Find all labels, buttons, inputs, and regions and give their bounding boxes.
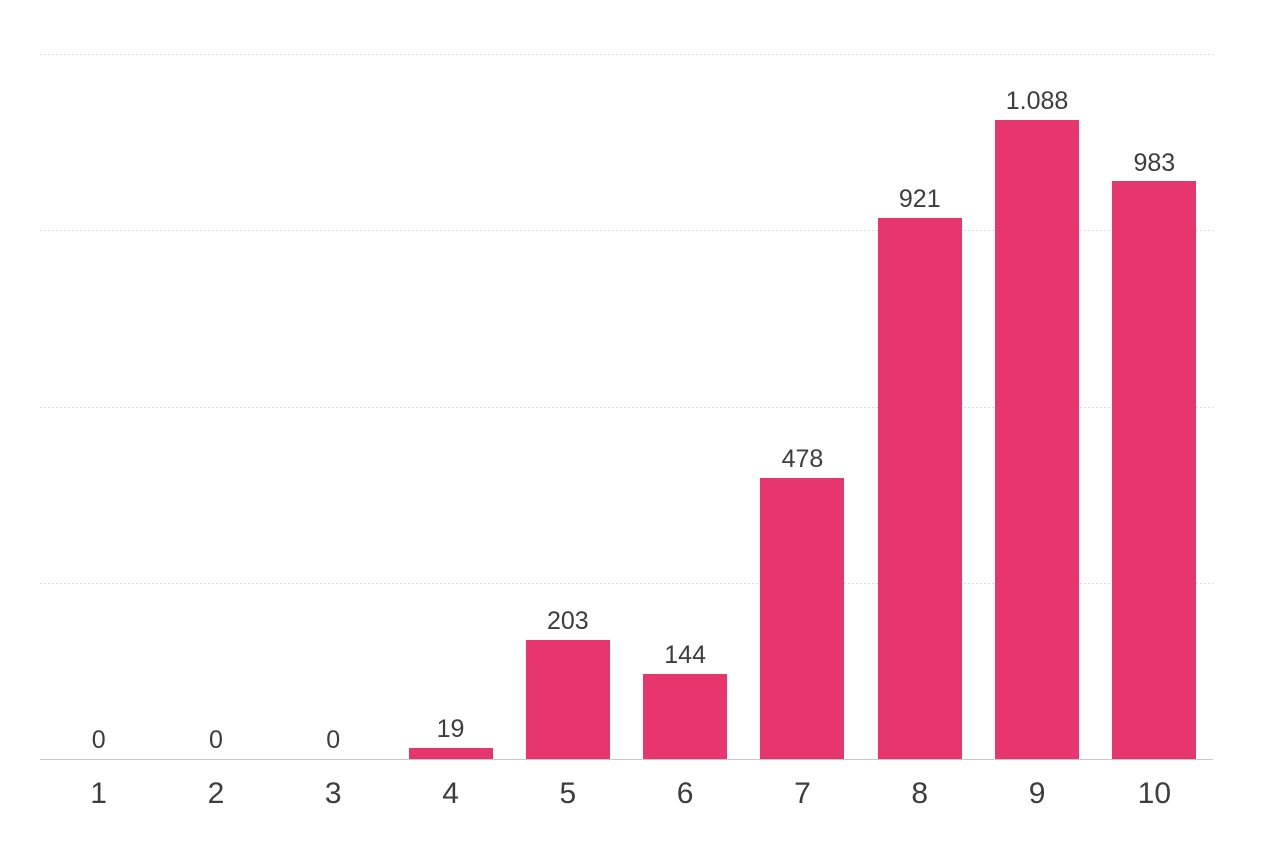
- gridline: [40, 582, 1213, 584]
- x-tick-label-10: 10: [1137, 777, 1172, 810]
- bar-value-label: 983: [1133, 148, 1176, 177]
- gridline: [40, 54, 1213, 55]
- bar-8: [877, 217, 962, 759]
- x-tick-label-5: 5: [559, 777, 577, 810]
- bar-value-label: 0: [91, 726, 106, 754]
- bar-value-label: 1.088: [1005, 86, 1069, 115]
- bar-6: [643, 674, 728, 759]
- bar-value-label: 478: [781, 445, 824, 474]
- bar-value-label: 19: [436, 714, 465, 743]
- bar-value-label: 0: [326, 726, 341, 754]
- bar-5: [525, 639, 610, 759]
- bar-10: [1112, 181, 1197, 759]
- gridline: [40, 406, 1213, 408]
- x-tick-label-6: 6: [676, 777, 694, 810]
- x-tick-label-8: 8: [911, 777, 929, 810]
- bar-value-label: 0: [208, 726, 223, 754]
- x-tick-label-2: 2: [207, 777, 225, 810]
- gridline: [40, 230, 1213, 232]
- x-tick-label-3: 3: [324, 777, 342, 810]
- x-tick-label-1: 1: [90, 777, 107, 810]
- bar-7: [760, 478, 845, 759]
- bar-value-label: 921: [898, 184, 941, 213]
- bar-value-label: 203: [546, 606, 589, 635]
- x-tick-label-4: 4: [442, 777, 459, 810]
- bar-4: [408, 747, 493, 759]
- bar-value-label: 144: [664, 641, 706, 670]
- x-axis-line: [40, 759, 1213, 760]
- x-tick-label-9: 9: [1028, 777, 1046, 810]
- x-tick-label-7: 7: [794, 777, 811, 810]
- bar-9: [995, 119, 1080, 759]
